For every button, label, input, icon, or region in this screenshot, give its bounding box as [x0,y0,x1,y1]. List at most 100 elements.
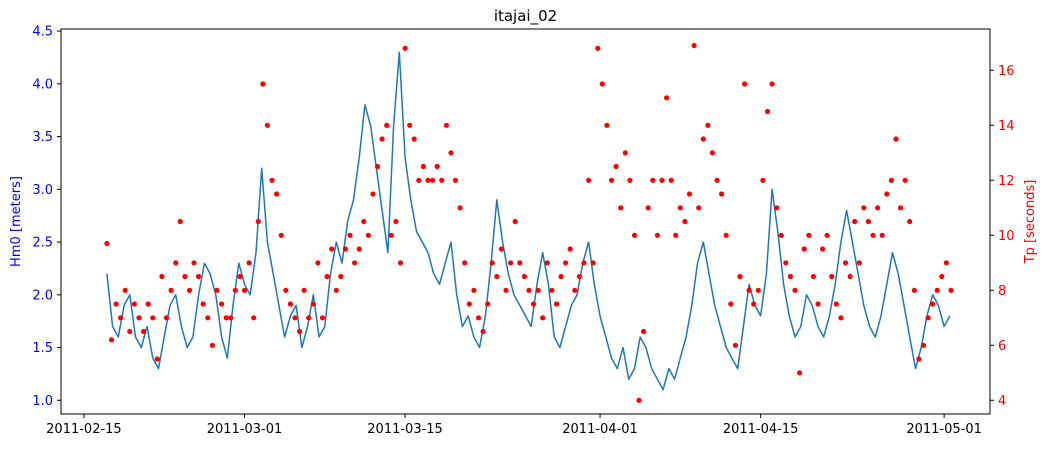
tp-data-point [897,205,904,211]
tp-data-point [150,315,156,321]
x-axis: 2011-02-15 2011-03-01 2011-03-15 2011-04-01… [46,414,982,437]
tp-data-point [934,287,940,293]
tp-data-point [567,246,573,252]
tp-data-point [778,232,784,238]
tp-data-point [264,122,270,128]
tp-data-point [792,287,798,293]
tp-data-point [659,177,665,183]
tp-data-point [241,287,248,293]
tp-data-point [274,191,280,197]
tp-data-point [196,273,202,280]
tp-data-point [948,287,954,293]
tp-data-point [494,273,500,280]
tp-data-point [700,136,706,142]
tp-data-point [732,342,739,348]
tp-data-point [297,328,303,335]
y-right-tick-label: 8 [998,284,1006,299]
tp-data-point [746,287,752,293]
tp-data-point [200,301,206,307]
tp-points-layer [104,42,954,403]
tp-data-point [888,177,895,183]
tp-data-point [852,218,858,225]
tp-data-point [512,218,518,225]
tp-data-point [861,205,867,211]
tp-data-point [278,232,284,238]
tp-data-point [553,301,560,307]
tp-data-point [315,260,321,266]
tp-data-point [576,273,583,280]
tp-data-point [457,205,463,211]
tp-data-point [517,260,523,266]
tp-data-point [407,122,413,128]
tp-data-point [916,356,922,362]
x-tick-label: 2011-04-01 [562,422,638,437]
tp-data-point [214,287,220,293]
tp-data-point [420,163,426,170]
y-left-axis-label: Hm0 [meters] [9,176,24,267]
x-tick-label: 2011-03-01 [207,422,283,437]
tp-data-point [301,287,307,293]
tp-data-point [893,136,899,142]
tp-data-point [627,177,633,183]
tp-data-point [397,260,404,266]
tp-data-point [425,177,431,183]
tp-data-point [131,301,137,307]
tp-data-point [475,315,482,321]
tp-data-point [641,328,647,335]
tp-data-point [219,301,225,307]
tp-data-point [783,260,789,266]
tp-data-point [471,287,477,293]
tp-data-point [379,136,385,142]
tp-data-point [324,273,330,280]
x-tick-label: 2011-03-15 [367,422,443,437]
tp-data-point [306,315,312,321]
tp-data-point [939,273,945,280]
tp-data-point [879,232,885,238]
tp-data-point [838,315,844,321]
tp-data-point [856,260,862,266]
tp-data-point [847,273,853,280]
tp-data-point [292,315,298,321]
tp-data-point [907,218,913,225]
y-left-tick-label: 4.0 [32,77,53,92]
tp-data-point [618,205,624,211]
y-left-tick-label: 2.5 [32,236,53,251]
tp-data-point [430,177,436,183]
y-left-tick-label: 2.0 [32,288,53,303]
tp-data-point [654,232,661,238]
x-tick-label: 2011-05-01 [906,422,982,437]
tp-data-point [448,150,454,156]
tp-data-point [209,342,215,348]
tp-data-point [503,287,509,293]
tp-data-point [631,232,638,238]
tp-data-point [787,273,794,280]
y-right-tick-label: 16 [998,64,1015,79]
tp-data-point [737,273,743,280]
tp-data-point [820,246,826,252]
tp-data-point [526,287,532,293]
tp-data-point [806,232,812,238]
tp-data-point [108,337,115,343]
tp-data-point [549,287,555,293]
tp-data-point [925,315,931,321]
y-left-tick-label: 3.5 [32,130,53,145]
tp-data-point [586,177,592,183]
y-left-tick-label: 1.0 [32,394,53,409]
tp-data-point [636,397,642,403]
tp-data-point [338,273,344,280]
tp-data-point [136,315,142,321]
tp-data-point [177,218,183,225]
tp-data-point [572,287,578,293]
tp-data-point [810,273,817,280]
tp-data-point [645,205,651,211]
tp-data-point [319,315,326,321]
tp-data-point [462,260,468,266]
tp-data-point [416,177,422,183]
tp-data-point [650,177,656,183]
tp-data-point [673,232,679,238]
tp-data-point [329,246,335,252]
tp-data-point [865,218,872,225]
tp-data-point [393,218,399,225]
tp-data-point [182,273,188,280]
